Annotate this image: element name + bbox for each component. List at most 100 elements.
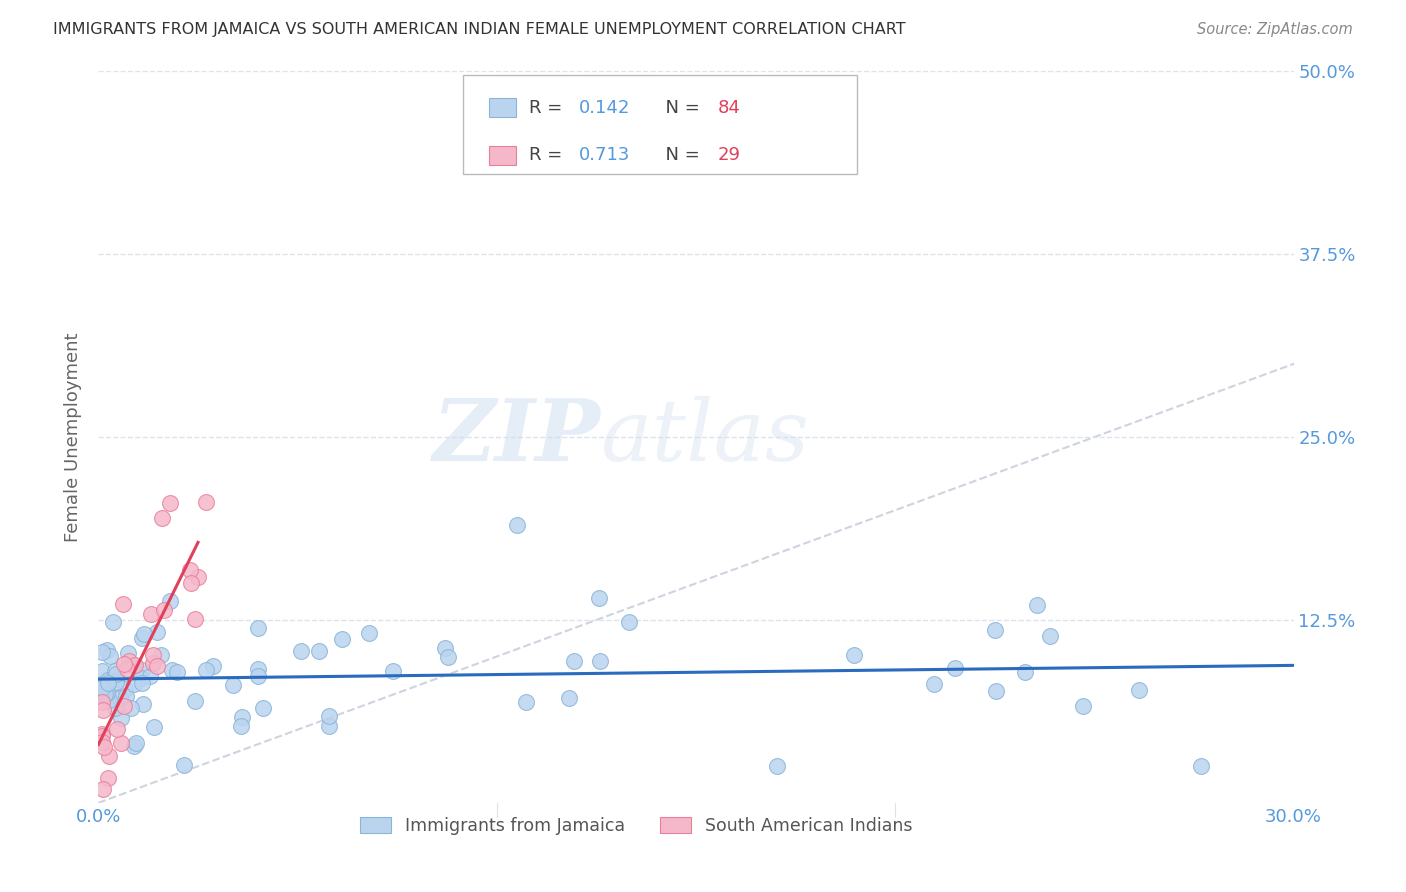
Text: N =: N = xyxy=(654,146,706,164)
Text: Source: ZipAtlas.com: Source: ZipAtlas.com xyxy=(1197,22,1353,37)
Text: atlas: atlas xyxy=(600,396,810,478)
Point xyxy=(104,675,127,690)
Text: IMMIGRANTS FROM JAMAICA VS SOUTH AMERICAN INDIAN FEMALE UNEMPLOYMENT CORRELATION: IMMIGRANTS FROM JAMAICA VS SOUTH AMERICA… xyxy=(53,22,905,37)
Text: 0.142: 0.142 xyxy=(579,99,630,117)
Point xyxy=(153,602,176,616)
Point xyxy=(97,676,120,690)
Point xyxy=(1039,629,1062,643)
Point xyxy=(97,748,120,763)
Point xyxy=(150,648,173,662)
Point xyxy=(943,661,966,675)
Point xyxy=(984,624,1007,638)
Point xyxy=(202,659,225,673)
Point xyxy=(183,694,205,708)
Point xyxy=(180,576,202,591)
Text: R =: R = xyxy=(529,146,568,164)
Point xyxy=(922,676,945,690)
Point xyxy=(434,641,457,656)
Point xyxy=(91,683,114,698)
Point xyxy=(589,654,612,668)
Point xyxy=(91,781,114,796)
Point xyxy=(436,650,458,665)
Point xyxy=(107,723,129,737)
Point xyxy=(1071,698,1094,713)
Point xyxy=(160,663,183,677)
Point xyxy=(506,517,529,532)
Point xyxy=(101,615,124,629)
Legend: Immigrants from Jamaica, South American Indians: Immigrants from Jamaica, South American … xyxy=(353,810,920,842)
Point xyxy=(558,691,581,706)
Point xyxy=(131,675,153,690)
Point xyxy=(619,615,641,629)
Point xyxy=(131,631,153,645)
Point xyxy=(96,678,118,692)
Point xyxy=(290,644,312,658)
Point xyxy=(166,665,188,679)
Point xyxy=(246,669,269,683)
Point xyxy=(252,700,274,714)
Point xyxy=(195,663,218,677)
Point xyxy=(104,673,127,687)
Point xyxy=(122,677,145,691)
Point xyxy=(318,708,340,723)
Point xyxy=(588,591,610,605)
Point xyxy=(357,625,380,640)
Point xyxy=(159,496,181,510)
Point xyxy=(97,673,120,687)
Point xyxy=(132,627,155,641)
Point xyxy=(1026,599,1049,613)
FancyBboxPatch shape xyxy=(489,146,516,165)
Point xyxy=(115,689,138,703)
Point xyxy=(179,563,201,577)
Point xyxy=(515,695,537,709)
Text: 29: 29 xyxy=(717,146,741,164)
Text: ZIP: ZIP xyxy=(433,395,600,479)
Point xyxy=(115,662,138,676)
Point xyxy=(246,621,269,635)
Point xyxy=(229,719,252,733)
Point xyxy=(842,648,865,662)
Point xyxy=(131,663,153,677)
Point xyxy=(125,737,148,751)
Point xyxy=(110,711,132,725)
Point xyxy=(91,681,114,695)
Point xyxy=(104,701,127,715)
Point xyxy=(91,735,114,749)
Point xyxy=(97,685,120,699)
Point xyxy=(318,719,340,733)
Point xyxy=(97,771,120,785)
Point xyxy=(112,657,135,672)
Point xyxy=(142,720,165,734)
Point xyxy=(381,664,404,678)
Point xyxy=(114,699,136,714)
Point xyxy=(159,594,181,608)
Point xyxy=(221,678,243,692)
Point xyxy=(1014,665,1036,679)
Point xyxy=(93,739,115,754)
Point xyxy=(91,695,114,709)
Point xyxy=(246,662,269,676)
Point xyxy=(150,510,173,524)
Point xyxy=(110,691,132,706)
Point xyxy=(124,657,146,672)
Point xyxy=(104,664,127,678)
Text: 84: 84 xyxy=(717,99,741,117)
Point xyxy=(91,729,114,743)
Point xyxy=(117,646,139,660)
Point xyxy=(96,643,118,657)
Point xyxy=(91,677,114,691)
Text: 0.713: 0.713 xyxy=(579,146,630,164)
Point xyxy=(562,653,585,667)
Point xyxy=(146,624,169,639)
Point xyxy=(187,570,209,584)
Point xyxy=(1189,759,1212,773)
Point xyxy=(1128,682,1150,697)
Point xyxy=(139,669,162,683)
Point xyxy=(173,757,195,772)
Point xyxy=(194,495,217,509)
Point xyxy=(98,648,121,663)
Point xyxy=(184,611,207,625)
Point xyxy=(111,597,134,611)
Point xyxy=(96,686,118,700)
Text: R =: R = xyxy=(529,99,568,117)
